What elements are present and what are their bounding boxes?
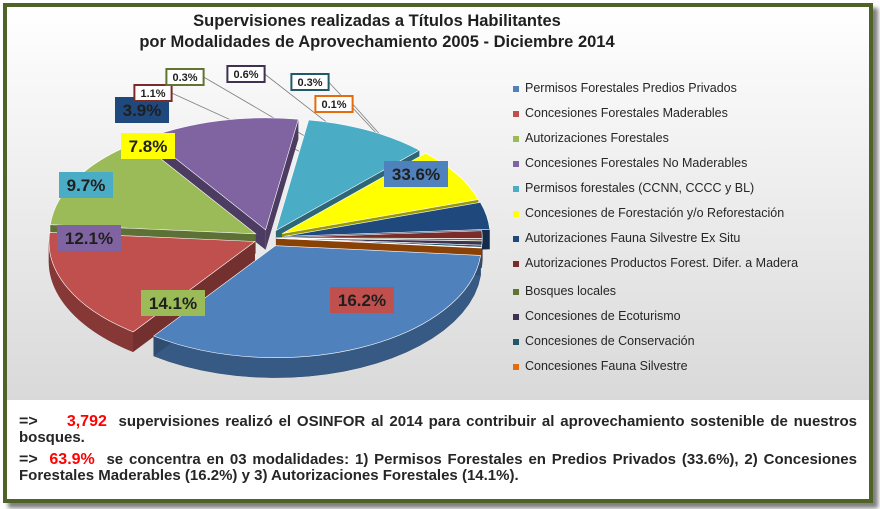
legend-label-9: Concesiones de Ecoturismo (525, 309, 681, 323)
data-label-box-1 (330, 287, 394, 313)
data-label-3: 12.1% (57, 225, 121, 251)
data-label-8: 0.3% (165, 68, 205, 86)
data-label-4: 9.7% (59, 172, 113, 198)
data-label-box-9 (226, 65, 266, 83)
data-label-text-7: 1.1% (140, 88, 165, 100)
legend-label-4: Permisos forestales (CCNN, CCCC y BL) (525, 181, 755, 195)
chart-title: Supervisiones realizadas a Títulos Habil… (97, 11, 657, 53)
note-paragraph-1: => 3,792 supervisiones realizó el OSINFO… (19, 414, 857, 446)
data-label-text-2: 14.1% (149, 294, 197, 313)
data-label-text-0: 33.6% (392, 165, 440, 184)
data-label-text-5: 7.8% (129, 137, 168, 156)
legend-swatch-8 (513, 289, 519, 295)
data-label-text-3: 12.1% (65, 229, 113, 248)
legend-swatch-4 (513, 186, 519, 192)
data-label-text-9: 0.6% (233, 69, 258, 81)
legend-swatch-1 (513, 111, 519, 117)
data-label-1: 16.2% (330, 287, 394, 313)
slice-4-top (275, 119, 421, 232)
data-label-box-8 (165, 68, 205, 86)
notes-area: => 3,792 supervisiones realizó el OSINFO… (7, 402, 869, 499)
chart-title-line-2: por Modalidades de Aprovechamiento 2005 … (139, 33, 615, 51)
legend-swatch-11 (513, 364, 519, 370)
legend-swatch-2 (513, 136, 519, 142)
slice-0-top (153, 245, 481, 358)
legend-label-6: Autorizaciones Fauna Silvestre Ex Situ (525, 231, 741, 245)
legend-swatch-0 (513, 86, 519, 92)
legend-swatch-6 (513, 236, 519, 242)
data-label-text-6: 3.9% (123, 101, 162, 120)
data-label-box-3 (57, 225, 121, 251)
legend-label-2: Autorizaciones Forestales (525, 131, 669, 145)
legend-swatch-5 (513, 211, 519, 217)
data-label-5: 7.8% (121, 133, 175, 159)
data-label-text-10: 0.3% (297, 77, 322, 89)
note-arrow-2: => (19, 451, 38, 468)
note-text-1: supervisiones realizó el OSINFOR al 2014… (19, 413, 857, 446)
data-label-0: 33.6% (384, 161, 448, 187)
legend-label-8: Bosques locales (525, 284, 617, 298)
data-label-box-7 (133, 84, 173, 102)
data-label-7: 1.1% (133, 84, 173, 102)
slice-6-top (284, 202, 491, 237)
legend-label-3: Concesiones Forestales No Maderables (525, 156, 748, 170)
data-label-box-4 (59, 172, 113, 198)
pie-chart: 33.6% 16.2% 14.1% 12.1% 9.7% 7.8% 3.9%1.1% 0.3%… (48, 65, 491, 378)
legend-label-5: Concesiones de Forestación y/o Reforesta… (525, 206, 785, 220)
data-label-box-5 (121, 133, 175, 159)
figure-frame: Supervisiones realizadas a Títulos Habil… (3, 3, 873, 503)
note-paragraph-2: => 63.9% se concentra en 03 modalidades:… (19, 452, 857, 484)
slice-3-face-1 (265, 119, 299, 250)
data-label-box-10 (290, 73, 330, 91)
concentration-percent: 63.9% (49, 451, 95, 468)
supervision-count: 3,792 (66, 413, 107, 430)
legend-swatch-3 (513, 161, 519, 167)
legend-label-1: Concesiones Forestales Maderables (525, 106, 728, 120)
note-text-2: se concentra en 03 modalidades: 1) Permi… (19, 451, 857, 484)
note-arrow-1: => (19, 413, 38, 430)
slice-1-top (48, 232, 256, 333)
data-label-text-11: 0.1% (321, 99, 346, 111)
legend-label-0: Permisos Forestales Predios Privados (525, 81, 737, 95)
legend-label-7: Autorizaciones Productos Forest. Difer. … (525, 256, 799, 270)
data-label-2: 14.1% (141, 290, 205, 316)
legend-swatch-10 (513, 339, 519, 345)
data-label-box-2 (141, 290, 205, 316)
legend-swatch-9 (513, 314, 519, 320)
chart-title-line-1: Supervisiones realizadas a Títulos Habil… (193, 12, 561, 30)
legend-label-11: Concesiones Fauna Silvestre (525, 359, 688, 373)
chart-area: Supervisiones realizadas a Títulos Habil… (7, 7, 869, 400)
data-label-11: 0.1% (314, 95, 354, 113)
data-label-9: 0.6% (226, 65, 266, 83)
data-label-text-8: 0.3% (172, 72, 197, 84)
legend-swatch-7 (513, 261, 519, 267)
data-label-text-1: 16.2% (338, 291, 386, 310)
data-label-box-11 (314, 95, 354, 113)
data-label-box-0 (384, 161, 448, 187)
data-label-text-4: 9.7% (67, 176, 106, 195)
data-label-10: 0.3% (290, 73, 330, 91)
legend-label-10: Concesiones de Conservación (525, 334, 695, 348)
slice-11-top (276, 238, 482, 249)
